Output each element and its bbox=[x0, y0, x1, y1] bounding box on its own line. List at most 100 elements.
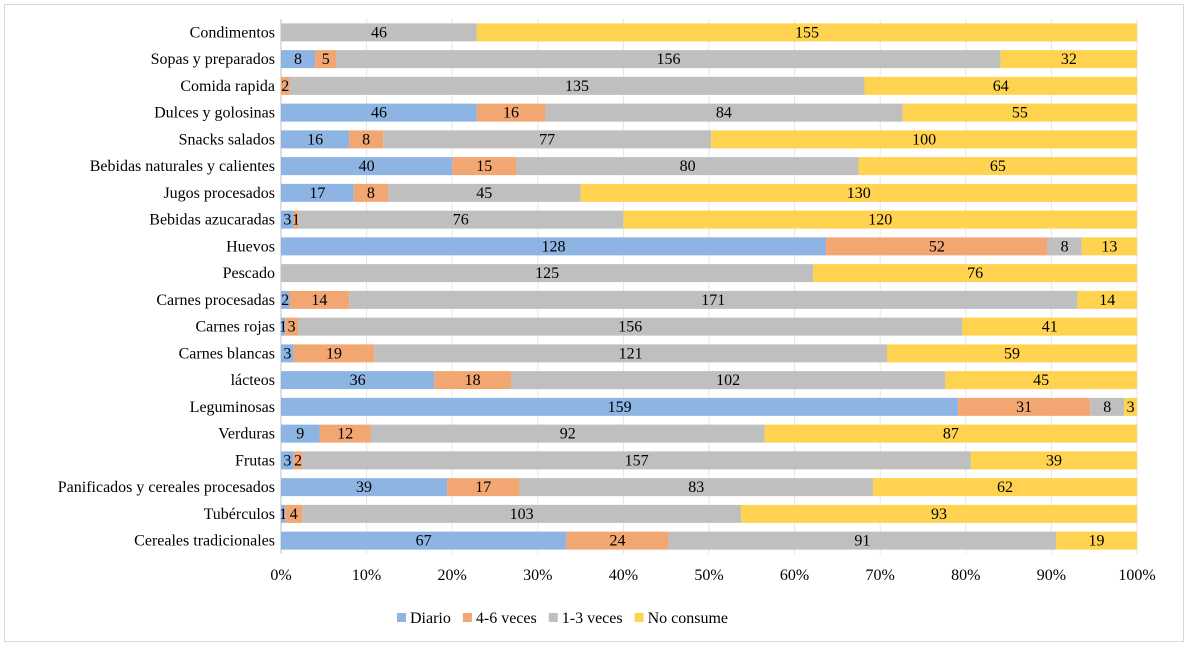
category-label: Tubérculos bbox=[204, 506, 275, 523]
data-label: 1 bbox=[279, 319, 287, 336]
data-label: 31 bbox=[1016, 399, 1032, 416]
bar-segment bbox=[281, 157, 453, 176]
x-tick-label: 50% bbox=[694, 567, 723, 584]
bar-segment bbox=[302, 451, 971, 470]
data-label: 130 bbox=[847, 185, 871, 202]
data-label: 80 bbox=[680, 158, 696, 175]
data-label: 8 bbox=[1103, 399, 1111, 416]
data-label: 156 bbox=[618, 319, 642, 336]
x-tick-label: 90% bbox=[1037, 567, 1066, 584]
bar-segment bbox=[281, 424, 320, 443]
data-label: 12 bbox=[337, 426, 353, 443]
x-tick-label: 70% bbox=[866, 567, 895, 584]
data-label: 171 bbox=[701, 292, 725, 309]
category-label: Snacks salados bbox=[179, 131, 275, 148]
bar-segment bbox=[281, 264, 814, 283]
bar-segment bbox=[281, 237, 827, 256]
category-label: Condimentos bbox=[190, 24, 275, 41]
bar-segment bbox=[886, 344, 1137, 363]
legend-swatch bbox=[397, 613, 406, 622]
data-label: 8 bbox=[294, 51, 302, 68]
bar-segment bbox=[281, 371, 435, 390]
data-label: 128 bbox=[542, 238, 566, 255]
bar-segment bbox=[285, 317, 299, 336]
bar-segment bbox=[740, 504, 1137, 523]
data-label: 65 bbox=[990, 158, 1006, 175]
bar-segment bbox=[434, 371, 511, 390]
bar-segment bbox=[388, 183, 581, 202]
bar-segment bbox=[1090, 397, 1125, 416]
x-tick-label: 10% bbox=[352, 567, 381, 584]
data-label: 76 bbox=[967, 265, 983, 282]
data-label: 120 bbox=[868, 212, 892, 229]
data-label: 2 bbox=[294, 452, 302, 469]
data-label: 121 bbox=[619, 345, 643, 362]
data-label: 67 bbox=[416, 533, 432, 550]
category-label: Carnes rojas bbox=[195, 319, 275, 336]
data-label: 3 bbox=[283, 345, 291, 362]
bar-segment bbox=[1000, 50, 1137, 69]
bar-segment bbox=[826, 237, 1048, 256]
legend-swatch bbox=[462, 613, 472, 622]
legend-swatch bbox=[634, 613, 644, 622]
data-label: 19 bbox=[1089, 533, 1105, 550]
bar-segment bbox=[293, 210, 299, 229]
data-label: 16 bbox=[307, 131, 323, 148]
data-label: 91 bbox=[854, 533, 870, 550]
legend-label: 4-6 veces bbox=[476, 610, 537, 627]
data-label: 92 bbox=[560, 426, 576, 443]
bar-segment bbox=[289, 290, 350, 309]
bar-segment bbox=[293, 451, 303, 470]
data-label: 87 bbox=[943, 426, 959, 443]
bar-segment bbox=[1056, 531, 1137, 550]
bar-segment bbox=[302, 504, 741, 523]
data-label: 16 bbox=[503, 105, 519, 122]
bar-segment bbox=[349, 290, 1078, 309]
bar-segment bbox=[447, 478, 520, 497]
bar-segment bbox=[281, 76, 290, 95]
bar-segment bbox=[580, 183, 1137, 202]
bar-segment bbox=[319, 424, 371, 443]
x-tick-label: 20% bbox=[438, 567, 467, 584]
data-label: 3 bbox=[1127, 399, 1135, 416]
x-tick-label: 80% bbox=[951, 567, 980, 584]
data-label: 36 bbox=[350, 372, 366, 389]
bar-segment bbox=[1081, 237, 1137, 256]
x-tick-label: 30% bbox=[523, 567, 552, 584]
bar-segment bbox=[281, 290, 290, 309]
category-label: Leguminosas bbox=[190, 399, 275, 416]
bar-segment bbox=[298, 317, 963, 336]
data-label: 13 bbox=[1101, 238, 1117, 255]
bar-segment bbox=[281, 23, 477, 42]
data-label: 1 bbox=[292, 212, 300, 229]
bar-segment bbox=[1124, 397, 1137, 416]
bar-segment bbox=[281, 210, 294, 229]
bar-segment bbox=[370, 424, 765, 443]
bar-segment bbox=[970, 451, 1137, 470]
data-label: 103 bbox=[510, 506, 534, 523]
bar-segment bbox=[281, 130, 350, 149]
data-label: 1 bbox=[279, 506, 287, 523]
data-label: 8 bbox=[362, 131, 370, 148]
bar-segment bbox=[764, 424, 1137, 443]
legend-swatch bbox=[548, 613, 558, 622]
data-label: 5 bbox=[322, 51, 330, 68]
bar-segment bbox=[281, 478, 448, 497]
bar-segment bbox=[566, 531, 669, 550]
bar-segment bbox=[281, 397, 959, 416]
bar-segment bbox=[623, 210, 1137, 229]
data-label: 83 bbox=[688, 479, 704, 496]
data-label: 135 bbox=[565, 78, 589, 95]
data-label: 14 bbox=[311, 292, 327, 309]
data-label: 64 bbox=[993, 78, 1009, 95]
category-label: Verduras bbox=[218, 426, 275, 443]
data-label: 9 bbox=[296, 426, 304, 443]
data-label: 156 bbox=[657, 51, 681, 68]
data-label: 17 bbox=[475, 479, 491, 496]
bar-segment bbox=[374, 344, 887, 363]
data-label: 14 bbox=[1099, 292, 1115, 309]
bar-segment bbox=[711, 130, 1137, 149]
category-label: Bebidas naturales y calientes bbox=[90, 158, 275, 175]
bar-segment bbox=[281, 50, 316, 69]
data-label: 159 bbox=[608, 399, 632, 416]
